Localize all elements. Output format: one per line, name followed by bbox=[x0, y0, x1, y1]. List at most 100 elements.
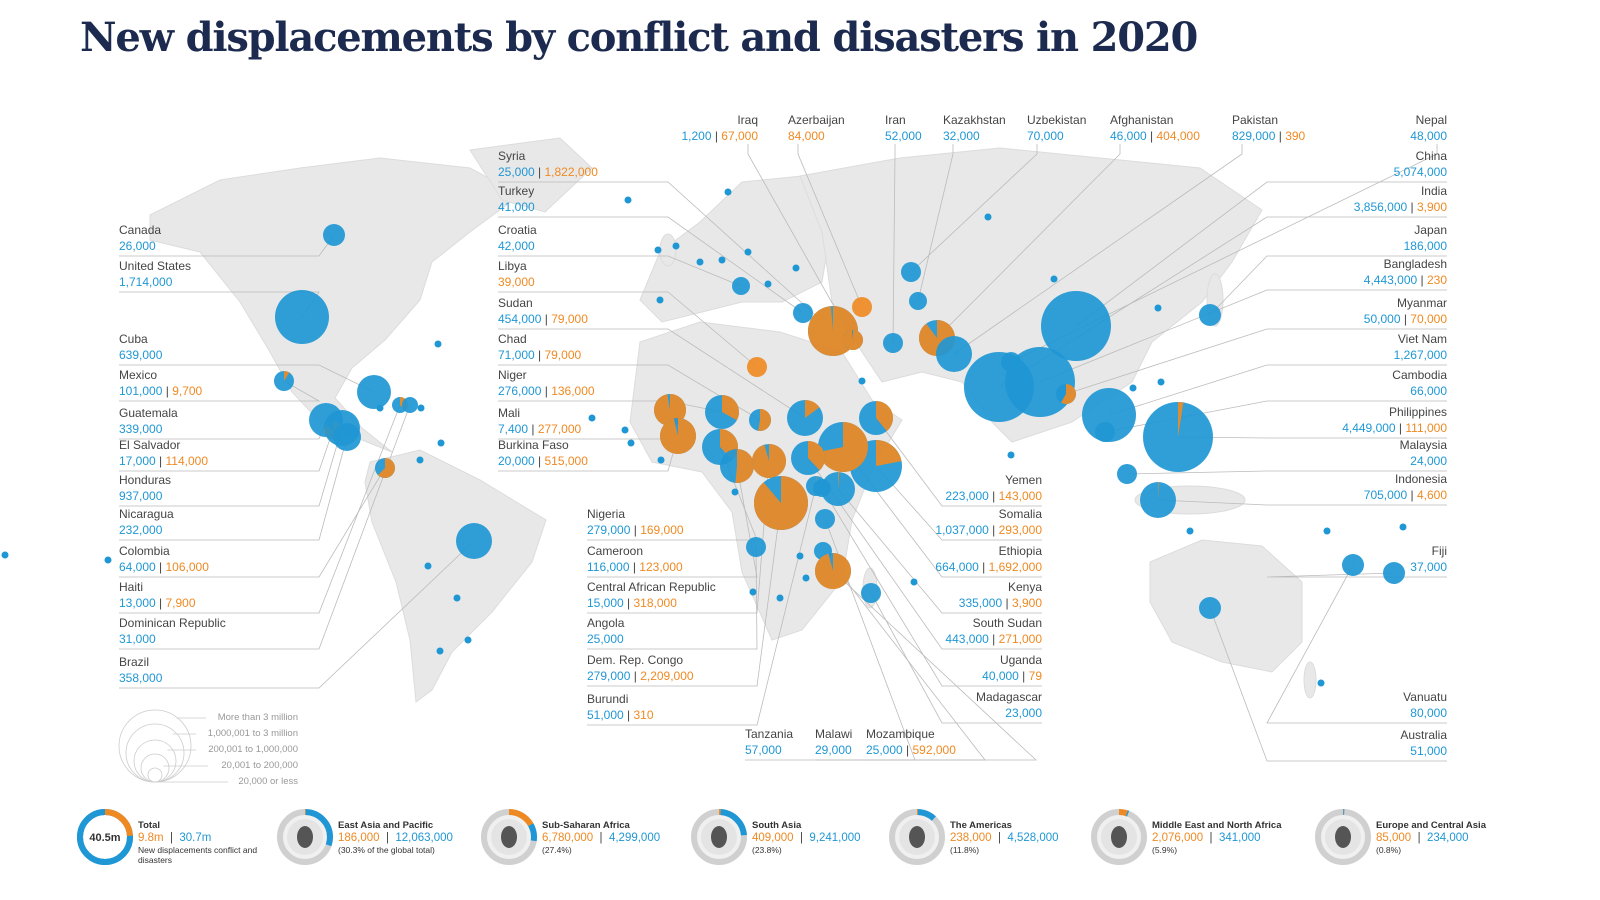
region-disasters: 12,063,000 bbox=[395, 832, 453, 844]
conflict-displacements: 3,900 bbox=[1416, 200, 1447, 214]
country-name: Haiti bbox=[119, 580, 144, 594]
conflict-displacements: 4,600 bbox=[1416, 488, 1447, 502]
conflict-displacements: 3,900 bbox=[1011, 596, 1042, 610]
country-label-azerbaijan: Azerbaijan 84,000 bbox=[788, 112, 845, 144]
country-label-yemen: Yemen 223,000 | 143,000 bbox=[945, 473, 1042, 503]
disaster-displacements: 279,000 bbox=[587, 523, 631, 537]
country-label-india: India 3,856,000 | 3,900 bbox=[1353, 184, 1447, 214]
conflict-displacements: 1,822,000 bbox=[544, 165, 598, 179]
country-label-honduras: Honduras 937,000 bbox=[119, 472, 171, 504]
country-name: Viet Nam bbox=[1397, 332, 1447, 346]
country-name: Mozambique bbox=[866, 727, 935, 741]
country-name: Chad bbox=[498, 332, 527, 346]
small-displacement-dot bbox=[984, 213, 992, 221]
conflict-displacements: 84,000 bbox=[788, 129, 825, 143]
country-label-canada: Canada 26,000 bbox=[119, 222, 161, 254]
conflict-displacements: 515,000 bbox=[544, 454, 588, 468]
new-zealand bbox=[1303, 661, 1317, 699]
leader-line-somalia bbox=[875, 465, 1042, 541]
disaster-displacements: 279,000 bbox=[587, 669, 631, 683]
disaster-displacements: 443,000 bbox=[945, 632, 989, 646]
iraq-bubble-conflict bbox=[843, 330, 863, 350]
disaster-displacements: 358,000 bbox=[119, 671, 163, 685]
donut-disasters-segment bbox=[277, 809, 333, 865]
region-name: East Asia and Pacific bbox=[338, 820, 434, 831]
country-name: Central African Republic bbox=[587, 580, 716, 594]
small-displacement-dot bbox=[416, 456, 424, 464]
leader-lines bbox=[119, 144, 1447, 762]
leader-line-libya bbox=[498, 291, 758, 368]
country-name: Myanmar bbox=[1396, 296, 1447, 310]
small-displacement-dot bbox=[910, 578, 918, 586]
central-african-republic-bubble-conflict bbox=[751, 444, 786, 478]
disaster-displacements: 64,000 bbox=[119, 560, 156, 574]
dem-rep-congo-bubble-conflict bbox=[754, 476, 808, 531]
south-sudan-bubble-conflict bbox=[808, 441, 825, 471]
total-center-value: 40.5m bbox=[89, 832, 120, 844]
country-label-cambodia: Cambodia 66,000 bbox=[1392, 367, 1447, 399]
small-displacement-dot bbox=[627, 439, 635, 447]
leader-line-pakistan bbox=[953, 144, 1243, 355]
conflict-displacements: 123,000 bbox=[639, 560, 683, 574]
country-name: Kazakhstan bbox=[943, 113, 1006, 127]
page-title: New displacements by conflict and disast… bbox=[80, 14, 1198, 61]
small-displacement-dot bbox=[796, 552, 804, 560]
indonesia-bubble-conflict bbox=[1158, 482, 1159, 500]
donut-conflict-segment bbox=[1315, 809, 1371, 865]
total-note: New displacements conflict and disasters bbox=[138, 845, 258, 865]
region-name: The Americas bbox=[950, 820, 1012, 831]
disaster-displacements: 339,000 bbox=[119, 422, 163, 436]
total-summary: 40.5m Total 9.8m | 30.7m New displacemen… bbox=[76, 806, 266, 870]
small-displacement-dot bbox=[672, 242, 680, 250]
libya-bubble bbox=[747, 357, 767, 377]
viet-nam-bubble bbox=[1082, 388, 1136, 442]
disaster-displacements: 454,000 bbox=[498, 312, 542, 326]
sudan-bubble-conflict bbox=[805, 400, 820, 418]
country-name: Burundi bbox=[587, 692, 629, 706]
country-name: Croatia bbox=[498, 223, 537, 237]
conflict-displacements: 106,000 bbox=[165, 560, 209, 574]
pakistan-bubble bbox=[936, 336, 972, 372]
country-label-somalia: Somalia 1,037,000 | 293,000 bbox=[935, 507, 1042, 537]
disaster-displacements: 31,000 bbox=[119, 632, 156, 646]
leader-line-angola bbox=[587, 546, 758, 650]
country-label-dominican-republic: Dominican Republic 31,000 bbox=[119, 615, 226, 647]
country-label-vanuatu: Vanuatu 80,000 bbox=[1403, 689, 1447, 721]
country-label-uganda: Uganda 40,000 | 79 bbox=[982, 653, 1042, 683]
country-label-nicaragua: Nicaragua 232,000 bbox=[119, 506, 174, 538]
north-america bbox=[149, 157, 521, 453]
conflict-displacements: 404,000 bbox=[1156, 129, 1200, 143]
small-displacement-dot bbox=[1050, 275, 1058, 283]
region-share: (11.8%) bbox=[950, 845, 980, 855]
nicaragua-bubble bbox=[333, 423, 361, 451]
region-sub-saharan-africa: Sub-Saharan Africa 6,780,000 | 4,299,000(… bbox=[480, 806, 690, 870]
conflict-displacements: 1,692,000 bbox=[988, 560, 1042, 574]
country-label-iraq: Iraq 1,200 | 67,000 bbox=[681, 113, 758, 143]
leader-line-vanuatu bbox=[1266, 564, 1447, 724]
leader-line-viet-nam bbox=[1108, 364, 1447, 416]
mexico-bubble-conflict bbox=[284, 371, 290, 381]
total-donut: 40.5m bbox=[77, 809, 133, 865]
country-name: China bbox=[1415, 149, 1447, 163]
leader-line-china bbox=[1075, 181, 1447, 327]
country-label-nepal: Nepal 48,000 bbox=[1410, 112, 1447, 144]
disaster-displacements: 20,000 bbox=[498, 454, 535, 468]
disaster-displacements: 57,000 bbox=[745, 743, 782, 757]
conflict-displacements: 79,000 bbox=[551, 312, 588, 326]
small-displacement-dot bbox=[718, 256, 726, 264]
country-label-indonesia: Indonesia 705,000 | 4,600 bbox=[1363, 472, 1447, 502]
disaster-displacements: 335,000 bbox=[958, 596, 1003, 610]
disaster-displacements: 50,000 bbox=[1363, 312, 1401, 326]
country-label-malawi: Malawi 29,000 bbox=[815, 726, 852, 758]
leader-line-madagascar bbox=[870, 592, 1042, 724]
small-displacement-dot bbox=[1399, 523, 1407, 531]
leader-line-haiti bbox=[119, 404, 401, 614]
country-label-sudan: Sudan 454,000 | 79,000 bbox=[498, 296, 588, 326]
country-label-central-african-republic: Central African Republic 15,000 | 318,000 bbox=[587, 580, 716, 610]
leader-line-uzbekistan bbox=[910, 144, 1038, 273]
chad-bubble-conflict bbox=[758, 409, 771, 431]
region-shape-icon bbox=[711, 826, 727, 848]
donut-disasters-segment bbox=[77, 809, 133, 865]
disaster-displacements: 24,000 bbox=[1410, 454, 1447, 468]
uzbekistan-bubble bbox=[901, 262, 921, 282]
